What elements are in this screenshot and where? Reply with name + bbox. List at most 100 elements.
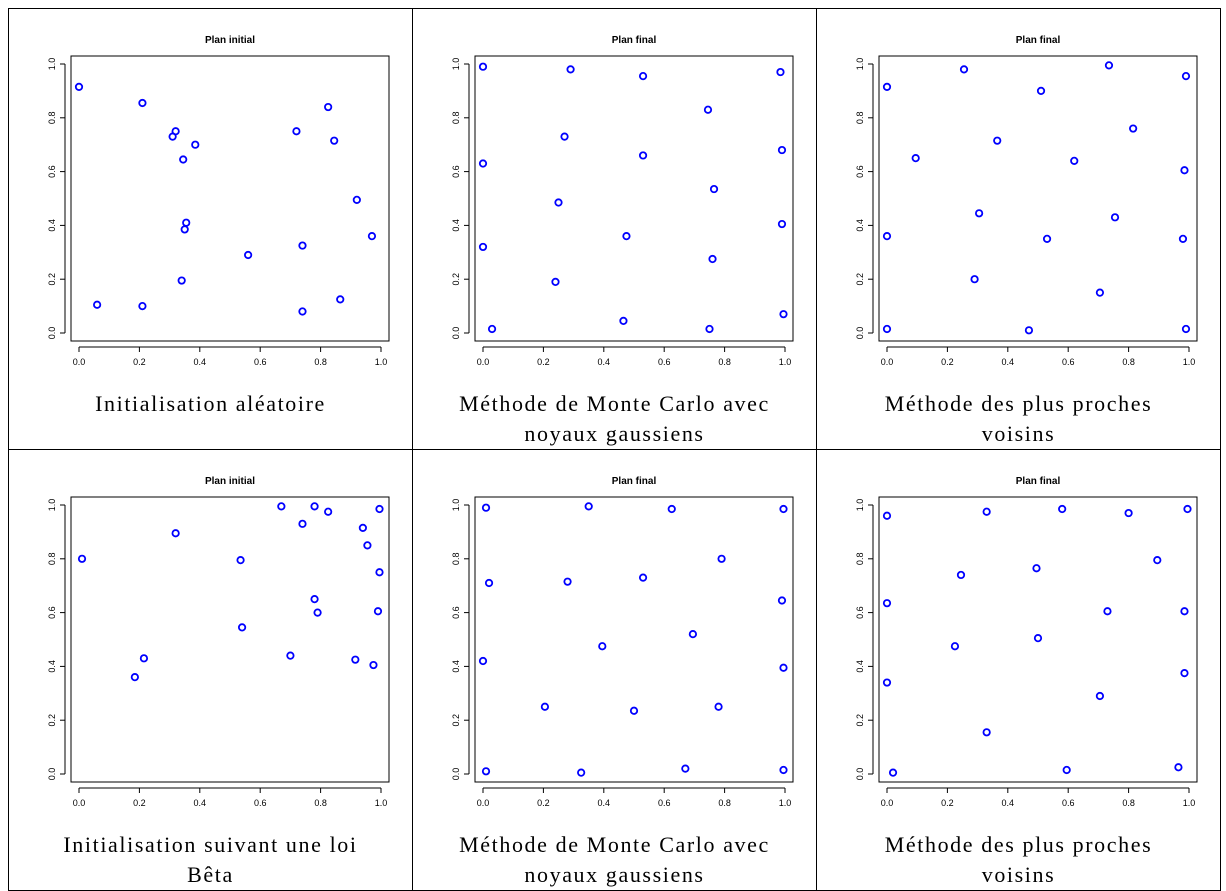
plot-title: Plan initial — [205, 476, 255, 487]
panel-cell: Plan final 0.0 0.2 0.4 0.6 0.8 1.0 0.0 0.2 0.4 0.6… — [816, 8, 1221, 450]
data-point — [1183, 504, 1192, 514]
data-point — [779, 663, 788, 672]
plot-title: Plan final — [612, 476, 657, 487]
y-tick-label: 0.0 — [47, 327, 57, 340]
caption-line: noyaux gaussiens — [524, 862, 705, 887]
data-point — [956, 570, 966, 580]
panel-content: Plan initial 0.0 0.2 0.4 0.6 0.8 1.0 0.0 0.2 0.4 0… — [9, 450, 412, 890]
data-point — [667, 504, 676, 514]
data-point — [1033, 634, 1043, 643]
grid-row: Plan initial 0.0 0.2 0.4 0.6 0.8 1.0 0.0 0.2 0.4 0… — [8, 449, 1221, 891]
x-tick-label: 0.6 — [254, 798, 267, 808]
data-point — [882, 82, 892, 91]
y-tick-label: 0.2 — [451, 273, 461, 286]
plot-title: Plan final — [612, 35, 657, 46]
data-point — [882, 324, 892, 334]
data-point — [375, 504, 384, 514]
x-tick-label: 0.8 — [1122, 357, 1135, 367]
panel-caption: Méthode de Monte Carlo avec noyaux gaussi… — [413, 830, 816, 890]
x-tick-label: 0.4 — [598, 357, 611, 367]
data-point — [717, 554, 726, 563]
data-point — [959, 65, 969, 74]
data-point — [237, 623, 247, 632]
x-tick-label: 1.0 — [779, 798, 792, 808]
data-point — [180, 225, 189, 234]
data-point — [1032, 564, 1041, 573]
data-point — [566, 65, 575, 74]
data-point — [298, 241, 307, 250]
x-tick-label: 1.0 — [1183, 357, 1196, 367]
x-tick-label: 0.2 — [537, 357, 550, 367]
scatter-plot: Plan final 0.0 0.2 0.4 0.6 0.8 1.0 0.0 0.2 0.4 0.6… — [451, 35, 794, 367]
y-tick-label: 1.0 — [855, 499, 865, 512]
x-tick-label: 0.2 — [941, 357, 954, 367]
data-point — [1180, 607, 1189, 616]
grid-row: Plan initial 0.0 0.2 0.4 0.6 0.8 1.0 0.0 0.2 0.4 0… — [8, 8, 1221, 450]
panel-caption: Initialisation suivant une loi Bêta — [9, 830, 412, 890]
y-tick-label: 0.4 — [451, 219, 461, 232]
data-point — [236, 556, 245, 565]
caption-line: voisins — [981, 862, 1056, 887]
data-point — [638, 151, 648, 160]
y-tick-label: 0.0 — [451, 327, 461, 340]
caption-line: Initialisation suivant une loi — [63, 832, 358, 857]
x-tick-label: 1.0 — [1183, 798, 1196, 808]
x-tick-label: 0.0 — [881, 798, 894, 808]
plot-title: Plan final — [1016, 476, 1061, 487]
data-point — [1103, 607, 1112, 616]
caption-line: Méthode de Monte Carlo avec — [459, 391, 770, 416]
data-point — [310, 502, 319, 511]
data-point — [478, 656, 488, 666]
y-tick-label: 1.0 — [855, 58, 865, 71]
x-tick-label: 0.8 — [1122, 798, 1135, 808]
data-point — [179, 155, 188, 164]
data-point — [638, 573, 648, 582]
data-point — [911, 154, 920, 163]
data-point — [779, 504, 788, 514]
x-tick-label: 0.0 — [881, 357, 894, 367]
data-point — [681, 764, 690, 773]
panel-cell: Plan final 0.0 0.2 0.4 0.6 0.8 1.0 0.0 0.2 0.4 0.6… — [412, 449, 817, 891]
panel-content: Plan final 0.0 0.2 0.4 0.6 0.8 1.0 0.0 0.2 0.4 0.6… — [413, 9, 816, 449]
data-point — [629, 706, 639, 715]
y-tick-label: 0.6 — [855, 165, 865, 178]
y-tick-label: 0.8 — [451, 112, 461, 125]
data-point — [776, 67, 785, 77]
data-point — [882, 599, 892, 608]
panel-caption: Initialisation aléatoire — [9, 389, 412, 419]
data-point — [171, 529, 180, 538]
caption-line: voisins — [981, 421, 1056, 446]
y-tick-label: 0.0 — [855, 327, 865, 340]
data-point — [1180, 166, 1189, 175]
scatter-plot: Plan initial 0.0 0.2 0.4 0.6 0.8 1.0 0.0 0.2 0.4 0… — [47, 35, 390, 367]
data-point — [709, 184, 719, 194]
data-point — [324, 507, 333, 516]
data-point — [336, 295, 345, 304]
y-tick-label: 0.6 — [855, 606, 865, 619]
y-tick-label: 0.4 — [47, 219, 57, 232]
data-point — [584, 502, 593, 511]
scatter-plot: Plan final 0.0 0.2 0.4 0.6 0.8 1.0 0.0 0.2 0.4 0.6… — [451, 476, 794, 808]
data-point — [1070, 156, 1079, 165]
y-tick-label: 0.2 — [451, 714, 461, 727]
data-point — [313, 608, 322, 617]
x-tick-label: 1.0 — [375, 798, 388, 808]
y-tick-label: 1.0 — [451, 499, 461, 512]
data-point — [298, 519, 307, 528]
panel-content: Plan initial 0.0 0.2 0.4 0.6 0.8 1.0 0.0 0.2 0.4 0… — [9, 9, 412, 449]
data-point — [1024, 326, 1034, 335]
data-point — [882, 232, 892, 241]
caption-line: Méthode des plus proches — [884, 832, 1153, 857]
x-tick-label: 0.4 — [194, 357, 207, 367]
x-tick-label: 1.0 — [375, 357, 388, 367]
caption-line: Initialisation aléatoire — [95, 391, 326, 416]
data-point — [1129, 124, 1138, 133]
data-point — [993, 136, 1002, 145]
data-point — [975, 209, 984, 218]
panel-caption: Méthode des plus proches voisins — [817, 830, 1220, 890]
data-point — [703, 105, 713, 114]
plot-frame — [474, 55, 794, 342]
x-tick-label: 0.4 — [1002, 798, 1015, 808]
data-point — [1036, 86, 1046, 96]
data-point — [277, 502, 286, 511]
